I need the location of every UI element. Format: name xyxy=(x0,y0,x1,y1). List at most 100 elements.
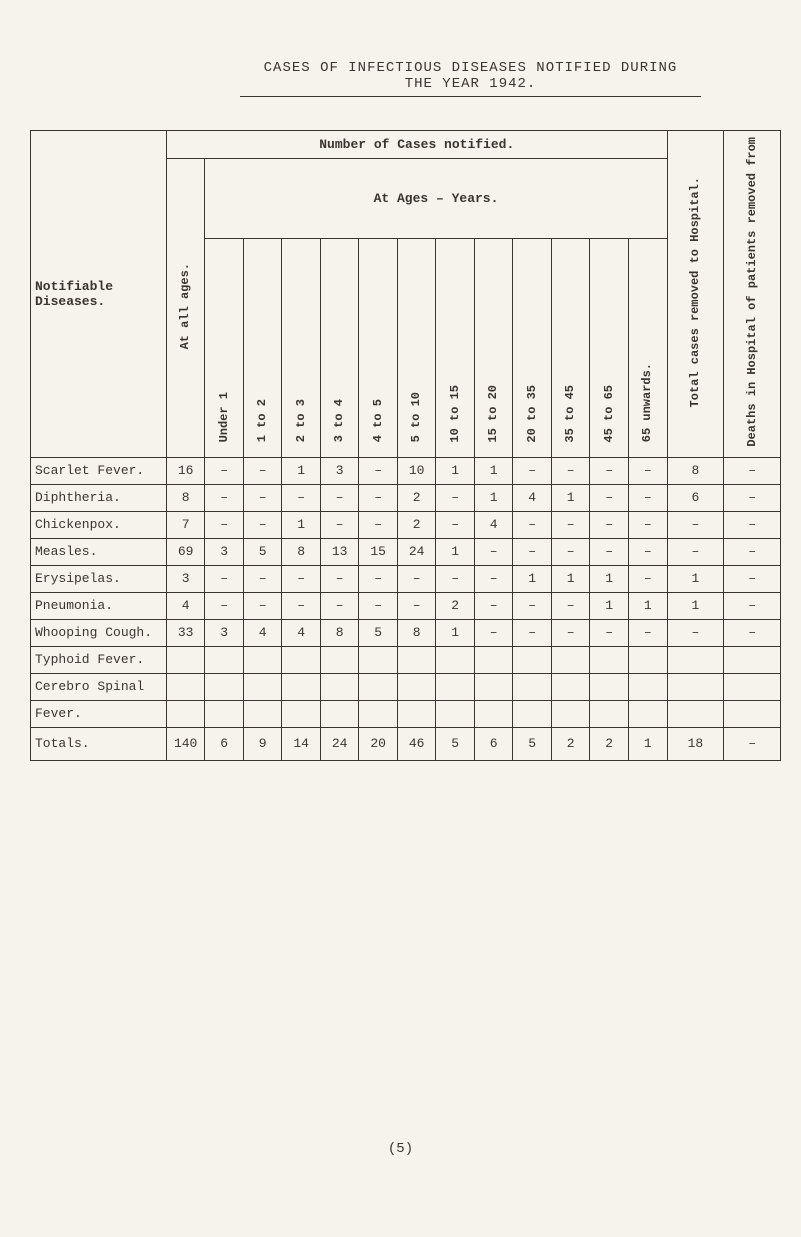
data-cell xyxy=(436,646,475,673)
data-cell xyxy=(551,700,590,727)
data-cell xyxy=(551,646,590,673)
data-cell xyxy=(474,700,513,727)
data-cell: – xyxy=(628,565,667,592)
age-col-7: 15 to 20 xyxy=(474,238,513,457)
data-cell: – xyxy=(436,565,475,592)
data-cell: 1 xyxy=(628,592,667,619)
data-cell: 4 xyxy=(474,511,513,538)
data-cell: – xyxy=(590,484,629,511)
data-cell: – xyxy=(724,484,781,511)
data-cell: 8 xyxy=(667,457,724,484)
age-col-label: Under 1 xyxy=(218,388,231,446)
data-cell: 1 xyxy=(667,592,724,619)
data-cell: 10 xyxy=(397,457,436,484)
data-cell xyxy=(166,673,205,700)
span-ages: At Ages – Years. xyxy=(205,159,667,239)
totals-cell: 140 xyxy=(166,727,205,760)
data-cell: – xyxy=(282,565,321,592)
data-cell: – xyxy=(724,592,781,619)
data-cell: – xyxy=(474,619,513,646)
age-col-5: 5 to 10 xyxy=(397,238,436,457)
totals-row: Totals. 140 6 9 14 24 20 46 5 6 5 2 2 1 … xyxy=(31,727,781,760)
data-cell: – xyxy=(397,592,436,619)
disease-name: Scarlet Fever. xyxy=(31,457,167,484)
data-cell: 1 xyxy=(282,457,321,484)
col-deaths-label: Deaths in Hospital of patients removed f… xyxy=(746,133,759,451)
totals-cell: 5 xyxy=(513,727,552,760)
table-row: Cerebro Spinal xyxy=(31,673,781,700)
data-cell: 1 xyxy=(513,565,552,592)
data-cell: 2 xyxy=(397,484,436,511)
data-cell xyxy=(436,673,475,700)
data-cell xyxy=(724,646,781,673)
data-cell: 33 xyxy=(166,619,205,646)
col-all-ages-label: At all ages. xyxy=(179,259,192,353)
data-cell xyxy=(320,700,359,727)
disease-name: Pneumonia. xyxy=(31,592,167,619)
age-col-4: 4 to 5 xyxy=(359,238,398,457)
data-cell: – xyxy=(628,538,667,565)
age-col-label: 45 to 65 xyxy=(603,381,616,447)
data-cell xyxy=(667,700,724,727)
cases-table: Notifiable Diseases. Number of Cases not… xyxy=(30,130,781,761)
data-cell: 24 xyxy=(397,538,436,565)
data-cell: – xyxy=(436,484,475,511)
data-cell: 8 xyxy=(320,619,359,646)
data-cell: – xyxy=(590,538,629,565)
data-cell xyxy=(590,673,629,700)
age-col-1: 1 to 2 xyxy=(243,238,282,457)
data-cell: – xyxy=(513,511,552,538)
data-cell: – xyxy=(551,538,590,565)
disease-name: Whooping Cough. xyxy=(31,619,167,646)
data-cell: 15 xyxy=(359,538,398,565)
data-cell: – xyxy=(628,484,667,511)
age-col-11: 65 unwards. xyxy=(628,238,667,457)
data-cell: – xyxy=(359,457,398,484)
totals-cell: – xyxy=(724,727,781,760)
data-cell: 3 xyxy=(205,619,244,646)
totals-label: Totals. xyxy=(31,727,167,760)
data-cell xyxy=(397,673,436,700)
age-col-label: 65 unwards. xyxy=(641,359,654,446)
totals-cell: 18 xyxy=(667,727,724,760)
table-row: Chickenpox.7––1––2–4–––––– xyxy=(31,511,781,538)
data-cell: – xyxy=(667,538,724,565)
data-cell xyxy=(359,646,398,673)
age-col-label: 4 to 5 xyxy=(372,395,385,446)
disease-name: Measles. xyxy=(31,538,167,565)
data-cell: 1 xyxy=(590,565,629,592)
data-cell: – xyxy=(724,511,781,538)
disease-body: Scarlet Fever.16––13–1011––––8–Diphtheri… xyxy=(31,457,781,727)
data-cell: – xyxy=(205,457,244,484)
data-cell xyxy=(513,646,552,673)
age-col-3: 3 to 4 xyxy=(320,238,359,457)
data-cell: – xyxy=(243,592,282,619)
disease-name: Diphtheria. xyxy=(31,484,167,511)
data-cell: – xyxy=(205,565,244,592)
table-row: Scarlet Fever.16––13–1011––––8– xyxy=(31,457,781,484)
data-cell xyxy=(474,646,513,673)
data-cell: – xyxy=(590,511,629,538)
col-removed-label: Total cases removed to Hospital. xyxy=(689,173,702,411)
data-cell xyxy=(590,646,629,673)
totals-cell: 6 xyxy=(474,727,513,760)
totals-cell: 24 xyxy=(320,727,359,760)
data-cell: – xyxy=(243,511,282,538)
data-cell: – xyxy=(513,619,552,646)
data-cell xyxy=(628,646,667,673)
data-cell: – xyxy=(724,619,781,646)
disease-name: Typhoid Fever. xyxy=(31,646,167,673)
data-cell: 8 xyxy=(166,484,205,511)
disease-name: Erysipelas. xyxy=(31,565,167,592)
data-cell: – xyxy=(513,592,552,619)
data-cell xyxy=(359,700,398,727)
data-cell: – xyxy=(724,538,781,565)
age-col-label: 1 to 2 xyxy=(256,395,269,446)
data-cell: – xyxy=(282,484,321,511)
data-cell xyxy=(667,646,724,673)
data-cell: 1 xyxy=(436,619,475,646)
age-col-0: Under 1 xyxy=(205,238,244,457)
data-cell xyxy=(166,700,205,727)
data-cell: 7 xyxy=(166,511,205,538)
data-cell: 2 xyxy=(436,592,475,619)
